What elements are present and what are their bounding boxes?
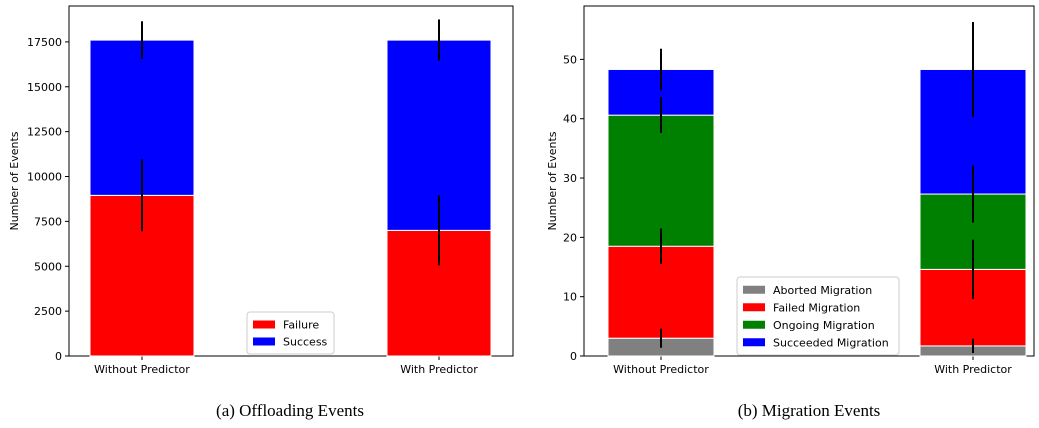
x-tick-label: Without Predictor [94, 363, 190, 376]
legend-swatch-failed-migration [743, 303, 765, 312]
y-tick-label: 0 [570, 350, 577, 363]
x-ticks: Without Predictor With Predictor [613, 356, 1012, 376]
legend-label-failed-migration: Failed Migration [773, 301, 860, 314]
legend-swatch-ongoing-migration [743, 320, 765, 329]
legend-swatch-success [253, 337, 275, 346]
y-tick-label: 20 [563, 231, 577, 244]
legend: Failure Success [246, 311, 335, 355]
y-tick-label: 10 [563, 291, 577, 304]
y-tick-label: 2500 [34, 305, 62, 318]
bars [89, 39, 492, 357]
y-axis-label: Number of Events [8, 131, 21, 230]
legend-label-success: Success [283, 336, 328, 349]
legend-label-failure: Failure [283, 319, 319, 332]
caption: (a) Offloading Events [216, 401, 364, 420]
error-bars [660, 22, 974, 354]
y-tick-label: 50 [563, 53, 577, 66]
offloading-events-chart: Number of Events 0 2500 5000 7500 10000 12500… [8, 5, 514, 420]
y-tick-label: 7500 [34, 215, 62, 228]
y-tick-label: 15000 [27, 81, 62, 94]
y-tick-label: 10000 [27, 171, 62, 184]
y-tick-label: 12500 [27, 126, 62, 139]
y-tick-label: 30 [563, 172, 577, 185]
x-tick-label: With Predictor [934, 363, 1012, 376]
legend-label-aborted-migration: Aborted Migration [773, 284, 872, 297]
legend: Aborted Migration Failed Migration Ongoing… [736, 276, 900, 356]
y-tick-label: 0 [55, 350, 62, 363]
y-axis-label: Number of Events [546, 131, 559, 230]
x-tick-label: With Predictor [400, 363, 478, 376]
y-ticks: 0 10 20 30 40 50 [563, 53, 584, 363]
y-ticks: 0 2500 5000 7500 10000 12500 15000 17500 [27, 36, 69, 363]
caption: (b) Migration Events [738, 401, 881, 420]
error-bars [141, 19, 440, 266]
plot-area-frame [68, 5, 514, 357]
y-tick-label: 40 [563, 113, 577, 126]
y-tick-label: 5000 [34, 260, 62, 273]
y-tick-label: 17500 [27, 36, 62, 49]
legend-swatch-failure [253, 320, 275, 329]
x-tick-label: Without Predictor [613, 363, 709, 376]
x-ticks: Without Predictor With Predictor [94, 356, 478, 376]
legend-swatch-aborted-migration [743, 285, 765, 294]
legend-label-ongoing-migration: Ongoing Migration [773, 319, 875, 332]
legend-box [736, 276, 900, 356]
plot-area-frame [583, 5, 1035, 357]
bar-ongoing-migration-without-predictor [607, 114, 715, 247]
legend-swatch-succeeded-migration [743, 338, 765, 347]
migration-events-chart: Number of Events 0 10 20 30 40 50 Without Pre… [546, 5, 1035, 420]
legend-label-succeeded-migration: Succeeded Migration [773, 336, 889, 349]
